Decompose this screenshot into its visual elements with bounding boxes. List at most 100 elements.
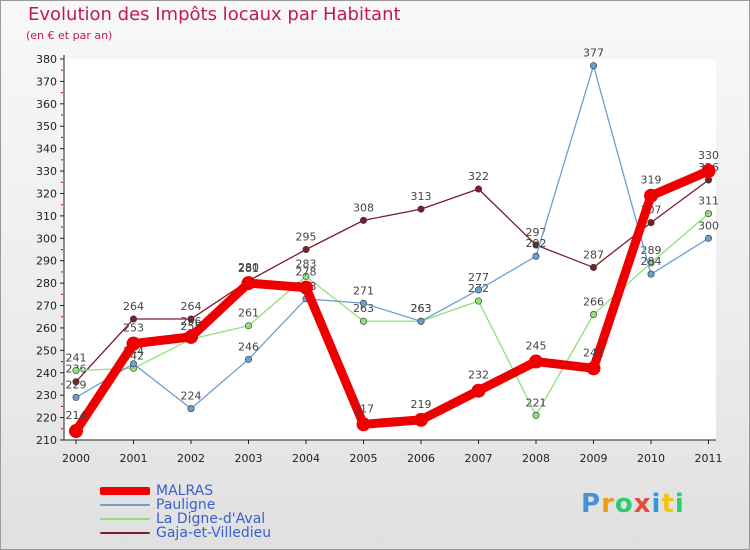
y-minor-tick xyxy=(61,114,63,116)
data-label-pauligne: 271 xyxy=(353,284,374,297)
data-label-gaja-et-villedieu: 297 xyxy=(526,226,547,239)
x-tick-label: 2001 xyxy=(120,452,148,465)
data-label-malras: 280 xyxy=(238,261,259,274)
y-tick-label: 350 xyxy=(36,120,57,133)
legend-label: La Digne-d'Aval xyxy=(156,511,266,527)
proxiti-logo[interactable]: Proxiti xyxy=(581,489,685,519)
y-minor-tick xyxy=(61,249,63,250)
x-tick-label: 2002 xyxy=(177,452,205,465)
x-tick-label: 2006 xyxy=(407,452,435,465)
data-label-malras: 217 xyxy=(353,402,374,415)
y-minor-tick xyxy=(61,405,63,407)
data-point-pauligne xyxy=(647,270,655,278)
data-label-la-digne-d-aval: 266 xyxy=(583,295,604,308)
data-label-gaja-et-villedieu: 313 xyxy=(411,190,432,203)
y-tick-label: 280 xyxy=(36,277,57,290)
y-tick-label: 360 xyxy=(36,98,57,111)
data-label-pauligne: 224 xyxy=(181,390,202,403)
logo-letter: r xyxy=(601,489,615,519)
legend-swatch xyxy=(100,487,150,495)
data-label-la-digne-d-aval: 221 xyxy=(526,396,547,409)
data-label-gaja-et-villedieu: 264 xyxy=(181,300,202,313)
data-label-la-digne-d-aval: 263 xyxy=(411,302,432,315)
data-point-malras xyxy=(644,188,658,203)
data-point-pauligne xyxy=(359,299,367,307)
legend-label: Gaja-et-Villedieu xyxy=(156,525,272,541)
y-minor-tick xyxy=(61,316,63,318)
y-minor-tick xyxy=(61,338,63,340)
logo-letter: o xyxy=(614,489,634,519)
series-line-pauligne xyxy=(75,65,710,410)
y-minor-tick xyxy=(61,136,63,138)
y-tick-label: 210 xyxy=(36,434,57,447)
data-point-pauligne xyxy=(245,355,253,363)
data-point-la-digne-d-aval xyxy=(245,322,253,330)
data-point-gaja-et-villedieu xyxy=(302,246,310,254)
y-tick-label: 380 xyxy=(36,53,57,66)
data-label-malras: 245 xyxy=(526,340,547,353)
x-tick-label: 2010 xyxy=(637,452,665,465)
data-label-malras: 219 xyxy=(411,398,432,411)
data-point-la-digne-d-aval xyxy=(704,210,712,218)
data-label-pauligne: 292 xyxy=(526,237,547,250)
data-label-la-digne-d-aval: 241 xyxy=(66,352,87,365)
data-label-la-digne-d-aval: 283 xyxy=(296,257,317,270)
logo-letter: i xyxy=(674,489,685,519)
data-label-gaja-et-villedieu: 264 xyxy=(123,300,144,313)
y-tick-label: 320 xyxy=(36,187,57,200)
data-label-malras: 256 xyxy=(181,315,202,328)
data-point-pauligne xyxy=(72,393,80,401)
data-point-pauligne xyxy=(130,360,138,368)
y-minor-tick xyxy=(61,293,63,295)
data-point-malras xyxy=(69,424,83,439)
logo-letter: x xyxy=(633,489,652,519)
y-tick-label: 340 xyxy=(36,143,57,156)
data-point-pauligne xyxy=(417,317,425,325)
data-point-malras xyxy=(126,336,141,351)
legend-swatch xyxy=(100,504,150,506)
x-tick-label: 2009 xyxy=(580,452,608,465)
data-label-malras: 319 xyxy=(641,174,662,187)
data-point-malras xyxy=(184,329,198,344)
y-minor-tick xyxy=(61,428,63,430)
legend-item: Gaja-et-Villedieu xyxy=(100,526,360,540)
data-label-pauligne: 377 xyxy=(583,47,604,60)
data-label-gaja-et-villedieu: 308 xyxy=(353,201,374,214)
x-tick-label: 2000 xyxy=(62,452,90,465)
legend-swatch xyxy=(100,532,150,534)
data-label-malras: 242 xyxy=(583,346,604,359)
y-minor-tick xyxy=(61,181,63,183)
chart-title: Evolution des Impôts locaux par Habitant xyxy=(28,4,401,25)
legend-label: MALRAS xyxy=(156,483,214,499)
data-label-la-digne-d-aval: 261 xyxy=(238,307,259,320)
data-point-malras xyxy=(241,276,256,291)
data-point-malras xyxy=(356,417,371,432)
data-point-gaja-et-villedieu xyxy=(647,219,655,227)
series-line-malras xyxy=(71,166,713,436)
data-point-malras xyxy=(471,383,486,398)
data-label-pauligne: 300 xyxy=(698,219,719,232)
legend-swatch xyxy=(100,518,150,520)
data-point-malras xyxy=(299,280,313,295)
legend-item: Pauligne xyxy=(100,498,360,512)
y-minor-tick xyxy=(61,361,63,363)
data-point-la-digne-d-aval xyxy=(302,272,310,280)
x-tick-label: 2007 xyxy=(465,452,493,465)
y-minor-tick xyxy=(61,159,63,161)
data-point-malras xyxy=(701,164,716,179)
y-tick-label: 300 xyxy=(36,232,57,245)
data-label-gaja-et-villedieu: 322 xyxy=(468,170,489,183)
series-line-gaja-et-villedieu xyxy=(75,179,710,383)
data-point-la-digne-d-aval xyxy=(359,317,367,325)
chart-subtitle: (en € et par an) xyxy=(26,29,113,42)
y-minor-tick xyxy=(61,69,63,71)
series-line-la-digne-d-aval xyxy=(75,212,710,416)
data-label-malras: 232 xyxy=(468,369,489,382)
data-point-malras xyxy=(586,361,601,376)
data-label-gaja-et-villedieu: 281 xyxy=(238,262,259,275)
y-minor-tick xyxy=(61,204,63,206)
data-label-pauligne: 263 xyxy=(411,302,432,315)
y-tick-label: 270 xyxy=(36,300,57,313)
data-label-gaja-et-villedieu: 287 xyxy=(583,248,604,261)
